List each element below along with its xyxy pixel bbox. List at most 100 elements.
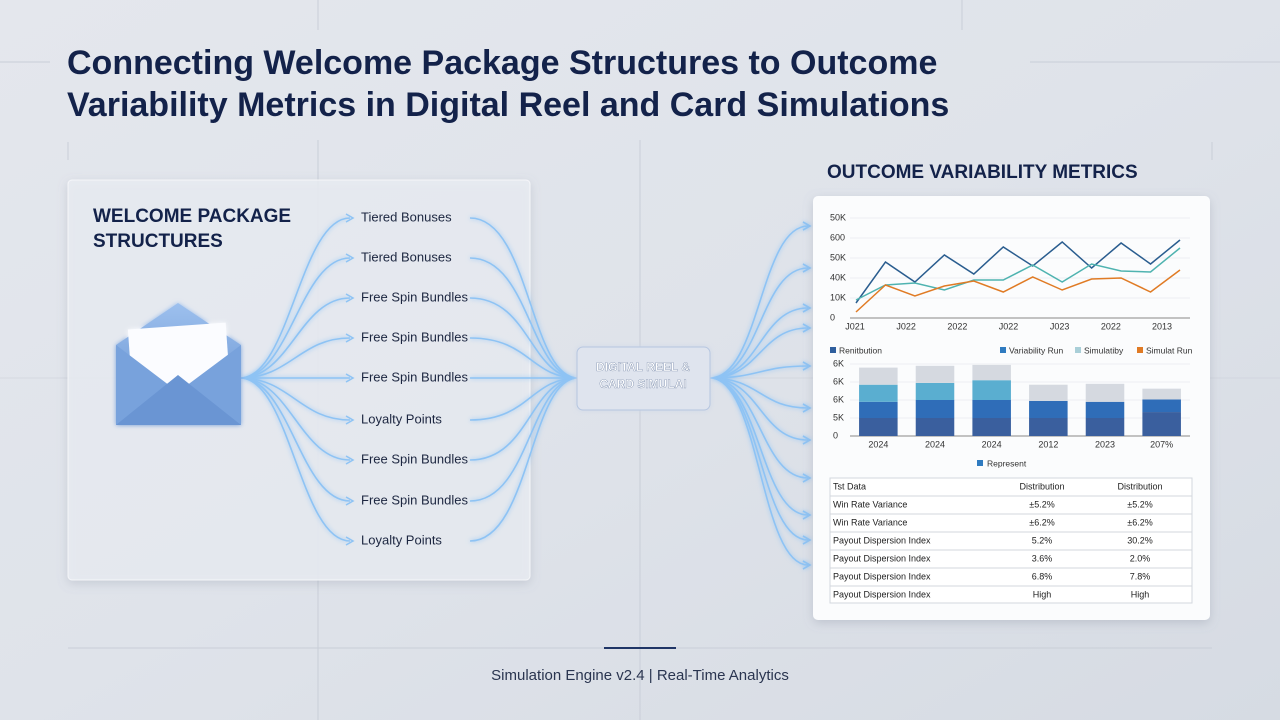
line-series [855, 269, 1181, 313]
x-tick-label: 2023 [1095, 439, 1115, 449]
flow-line [709, 377, 809, 479]
package-item: Free Spin Bundles [361, 492, 468, 507]
flow-line [469, 217, 579, 379]
bar-segment [915, 382, 955, 400]
table-cell: 30.2% [1127, 535, 1153, 545]
flow-line [709, 377, 809, 516]
legend-label: Represent [987, 458, 1027, 468]
y-tick-label: 5K [833, 412, 844, 422]
table-header: Distribution [1019, 481, 1064, 491]
flow-line [239, 297, 351, 379]
arrow-head [345, 415, 355, 425]
table-cell: Win Rate Variance [833, 499, 907, 509]
bar-segment [1142, 388, 1181, 400]
flow-line [469, 377, 579, 502]
package-item: Loyalty Points [361, 532, 442, 547]
flow-line [709, 307, 809, 379]
bar-segment [1142, 399, 1181, 413]
flow-line [469, 377, 579, 542]
table-cell: Payout Dispersion Index [833, 589, 931, 599]
bar-segment [859, 367, 898, 385]
package-item: Tiered Bonuses [361, 249, 452, 264]
arrow-head [345, 213, 355, 223]
package-item: Free Spin Bundles [361, 329, 468, 344]
y-tick-label: 50K [830, 252, 846, 262]
bar-segment [1085, 418, 1125, 436]
x-tick-label: 207% [1150, 439, 1173, 449]
package-item: Loyalty Points [361, 411, 442, 426]
x-tick-label: 2024 [925, 439, 945, 449]
panel-heading: WELCOME PACKAGE [93, 206, 291, 227]
table-cell: 2.0% [1130, 553, 1151, 563]
package-item: Free Spin Bundles [361, 289, 468, 304]
center-node [576, 346, 711, 411]
y-tick-label: 0 [833, 430, 838, 440]
arrow-head [802, 263, 812, 273]
table-cell: Payout Dispersion Index [833, 535, 931, 545]
flow-line [239, 257, 351, 379]
arrow-head [802, 403, 812, 413]
flow-line [469, 257, 579, 379]
flow-line [239, 377, 351, 502]
table-cell: ±6.2% [1127, 517, 1152, 527]
x-tick-label: 2012 [1038, 439, 1058, 449]
arrow-head [345, 536, 355, 546]
table-cell: 7.8% [1130, 571, 1151, 581]
footer: Simulation Engine v2.4 | Real-Time Analy… [491, 667, 789, 684]
arrow-head [802, 510, 812, 520]
bar-segment [1029, 418, 1068, 436]
y-tick-label: 50K [830, 212, 846, 222]
line-series [855, 239, 1181, 304]
title-line: Variability Metrics in Digital Reel and … [67, 86, 949, 124]
envelope-icon [116, 303, 241, 425]
y-tick-label: 10K [830, 292, 846, 302]
center-label: CARD SIMULAI [599, 377, 686, 391]
table-cell: 5.2% [1032, 535, 1053, 545]
legend-swatch [1075, 347, 1081, 353]
table-cell: Payout Dispersion Index [833, 571, 931, 581]
legend-swatch [1000, 347, 1006, 353]
arrow-head [802, 221, 812, 231]
table-cell: ±5.2% [1127, 499, 1152, 509]
bar-segment [972, 400, 1011, 418]
flow-line [709, 377, 809, 566]
flow-line [709, 327, 809, 379]
table-cell: ±6.2% [1029, 517, 1054, 527]
center-label: DIGITAL REEL & [596, 360, 690, 374]
left-panel [67, 179, 531, 581]
flow-line [709, 225, 809, 379]
flow-line [239, 377, 351, 461]
arrow-head [802, 535, 812, 545]
y-tick-label: 6K [833, 394, 844, 404]
table-cell: 3.6% [1032, 553, 1053, 563]
bar-segment [1142, 412, 1181, 436]
bar-segment [859, 418, 898, 436]
table-cell: Win Rate Variance [833, 517, 907, 527]
package-item: Tiered Bonuses [361, 209, 452, 224]
panel-heading: OUTCOME VARIABILITY METRICS [827, 162, 1138, 183]
x-tick-label: J022 [896, 321, 916, 331]
table-frame [829, 477, 1193, 604]
arrow-head [802, 303, 812, 313]
table-header: Distribution [1117, 481, 1162, 491]
x-tick-label: 2022 [1101, 321, 1121, 331]
arrow-head [802, 323, 812, 333]
legend-label: Renitbution [839, 345, 882, 355]
flow-line [239, 217, 351, 379]
bar-segment [915, 365, 955, 383]
y-tick-label: 6K [833, 358, 844, 368]
flow-line [239, 337, 351, 379]
bar-segment [972, 418, 1011, 436]
y-tick-label: 40K [830, 272, 846, 282]
flow-line [709, 377, 809, 409]
bar-segment [915, 418, 955, 436]
panel-heading: STRUCTURES [93, 231, 223, 252]
flow-line [469, 297, 579, 379]
table-cell: High [1131, 589, 1150, 599]
x-tick-label: 2024 [868, 439, 888, 449]
line-series [855, 247, 1181, 301]
legend-label: Simulat Run [1146, 345, 1193, 355]
package-item: Free Spin Bundles [361, 451, 468, 466]
arrow-head [802, 560, 812, 570]
